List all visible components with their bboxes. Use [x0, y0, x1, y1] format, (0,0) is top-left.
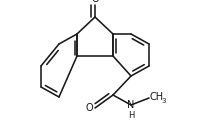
- Text: 3: 3: [160, 98, 165, 104]
- Text: N: N: [127, 100, 134, 110]
- Text: O: O: [91, 0, 98, 4]
- Text: O: O: [85, 103, 93, 113]
- Text: CH: CH: [149, 92, 163, 102]
- Text: H: H: [127, 112, 134, 121]
